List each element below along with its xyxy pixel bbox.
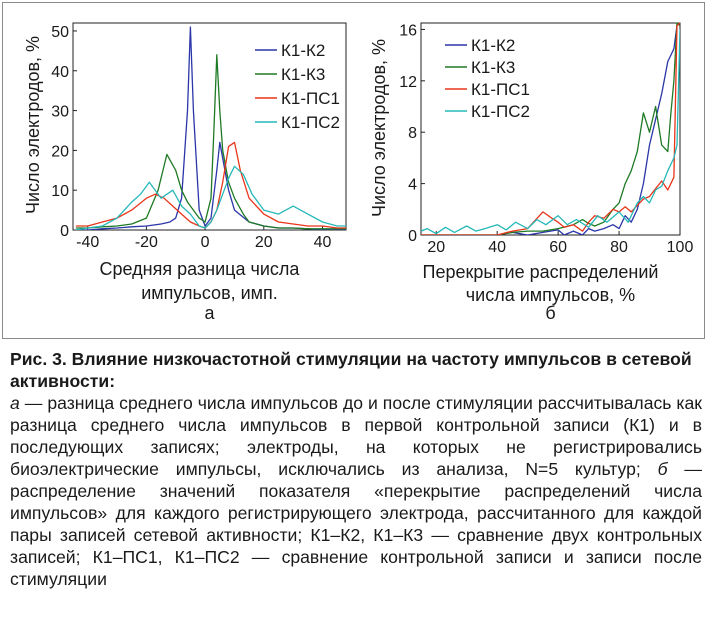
legend: К1-К2 К1-К3 К1-ПС1 К1-ПС2	[255, 41, 340, 132]
y-axis-label: Число электродов, %	[369, 39, 389, 217]
legend-label: К1-К3	[281, 65, 325, 84]
series-line-2	[421, 22, 680, 235]
series-line-4	[75, 165, 346, 230]
caption-text: — разница среднего числа импульсов до и …	[10, 393, 702, 479]
x-tick-label: 80	[610, 239, 628, 256]
chart-panel-b: 20 40 60 80 100 0 4 8 12 16 К1-К2 К1-К3 К1-ПС1 К1-ПС2…	[369, 22, 694, 323]
x-tick-label: -20	[135, 234, 158, 251]
legend-label: К1-ПС2	[281, 113, 340, 132]
x-axis-label-line2: импульсов, имп.	[141, 283, 278, 303]
x-tick-label: 40	[488, 239, 506, 256]
x-tick-label: 60	[549, 239, 567, 256]
legend-label: К1-ПС2	[471, 102, 530, 121]
caption-panel-ref: б	[657, 459, 668, 479]
y-tick-label: 10	[51, 183, 69, 200]
x-axis-label-line2: числа импульсов, %	[466, 285, 635, 305]
x-axis-label-line1: Средняя разница числа	[100, 259, 301, 279]
x-tick-label: 40	[314, 234, 332, 251]
series-line-2	[75, 54, 346, 230]
series-group	[75, 26, 346, 230]
caption-text: — распределение значений показателя «пер…	[10, 459, 702, 589]
y-tick-label: 0	[408, 228, 417, 245]
y-axis-label: Число электродов, %	[23, 36, 43, 214]
legend-label: К1-К2	[471, 36, 515, 55]
figure-caption: Рис. 3. Влияние низкочастотной стимуляци…	[10, 348, 702, 590]
legend-label: К1-К2	[281, 41, 325, 60]
plot-area-frame	[420, 22, 681, 236]
x-tick-label: 0	[201, 234, 210, 251]
y-tick-label: 16	[399, 22, 417, 39]
x-axis-label-line1: Перекрытие распределений	[423, 262, 659, 282]
y-tick-label: 4	[408, 177, 417, 194]
figure-frame: -40 -20 0 20 40 0 10 20 30 40 50 К1-К2 К1-К3 К1-ПС1 К1…	[2, 2, 705, 339]
panel-label: а	[204, 303, 215, 323]
y-tick-label: 20	[51, 143, 69, 160]
series-line-4	[421, 29, 680, 235]
x-tick-label: 100	[667, 239, 694, 256]
caption-body: а — разница среднего числа импульсов до …	[10, 392, 702, 590]
chart-panel-a: -40 -20 0 20 4001020304050К1-К2К1-К3К1-ПС1К1…	[23, 22, 347, 323]
series-line-1	[421, 22, 680, 235]
legend-label: К1-ПС1	[471, 80, 530, 99]
legend-label: К1-ПС1	[281, 89, 340, 108]
x-tick-label: 20	[427, 239, 445, 256]
y-tick-label: 0	[60, 223, 69, 240]
caption-panel-ref: а	[10, 393, 20, 413]
legend-label: К1-К3	[471, 58, 515, 77]
y-tick-label: 50	[51, 24, 69, 41]
series-group	[421, 22, 680, 235]
series-line-3	[421, 22, 680, 235]
legend: К1-К2 К1-К3 К1-ПС1 К1-ПС2	[445, 36, 530, 121]
x-tick-label: 20	[255, 234, 273, 251]
y-tick-label: 40	[51, 64, 69, 81]
y-tick-label: 30	[51, 104, 69, 121]
y-tick-label: 8	[408, 125, 417, 142]
plot-area-frame	[72, 22, 347, 231]
caption-title: Рис. 3. Влияние низкочастотной стимуляци…	[10, 349, 692, 391]
panel-label: б	[545, 303, 555, 323]
y-tick-label: 12	[399, 74, 417, 91]
x-tick-label: -40	[76, 234, 99, 251]
